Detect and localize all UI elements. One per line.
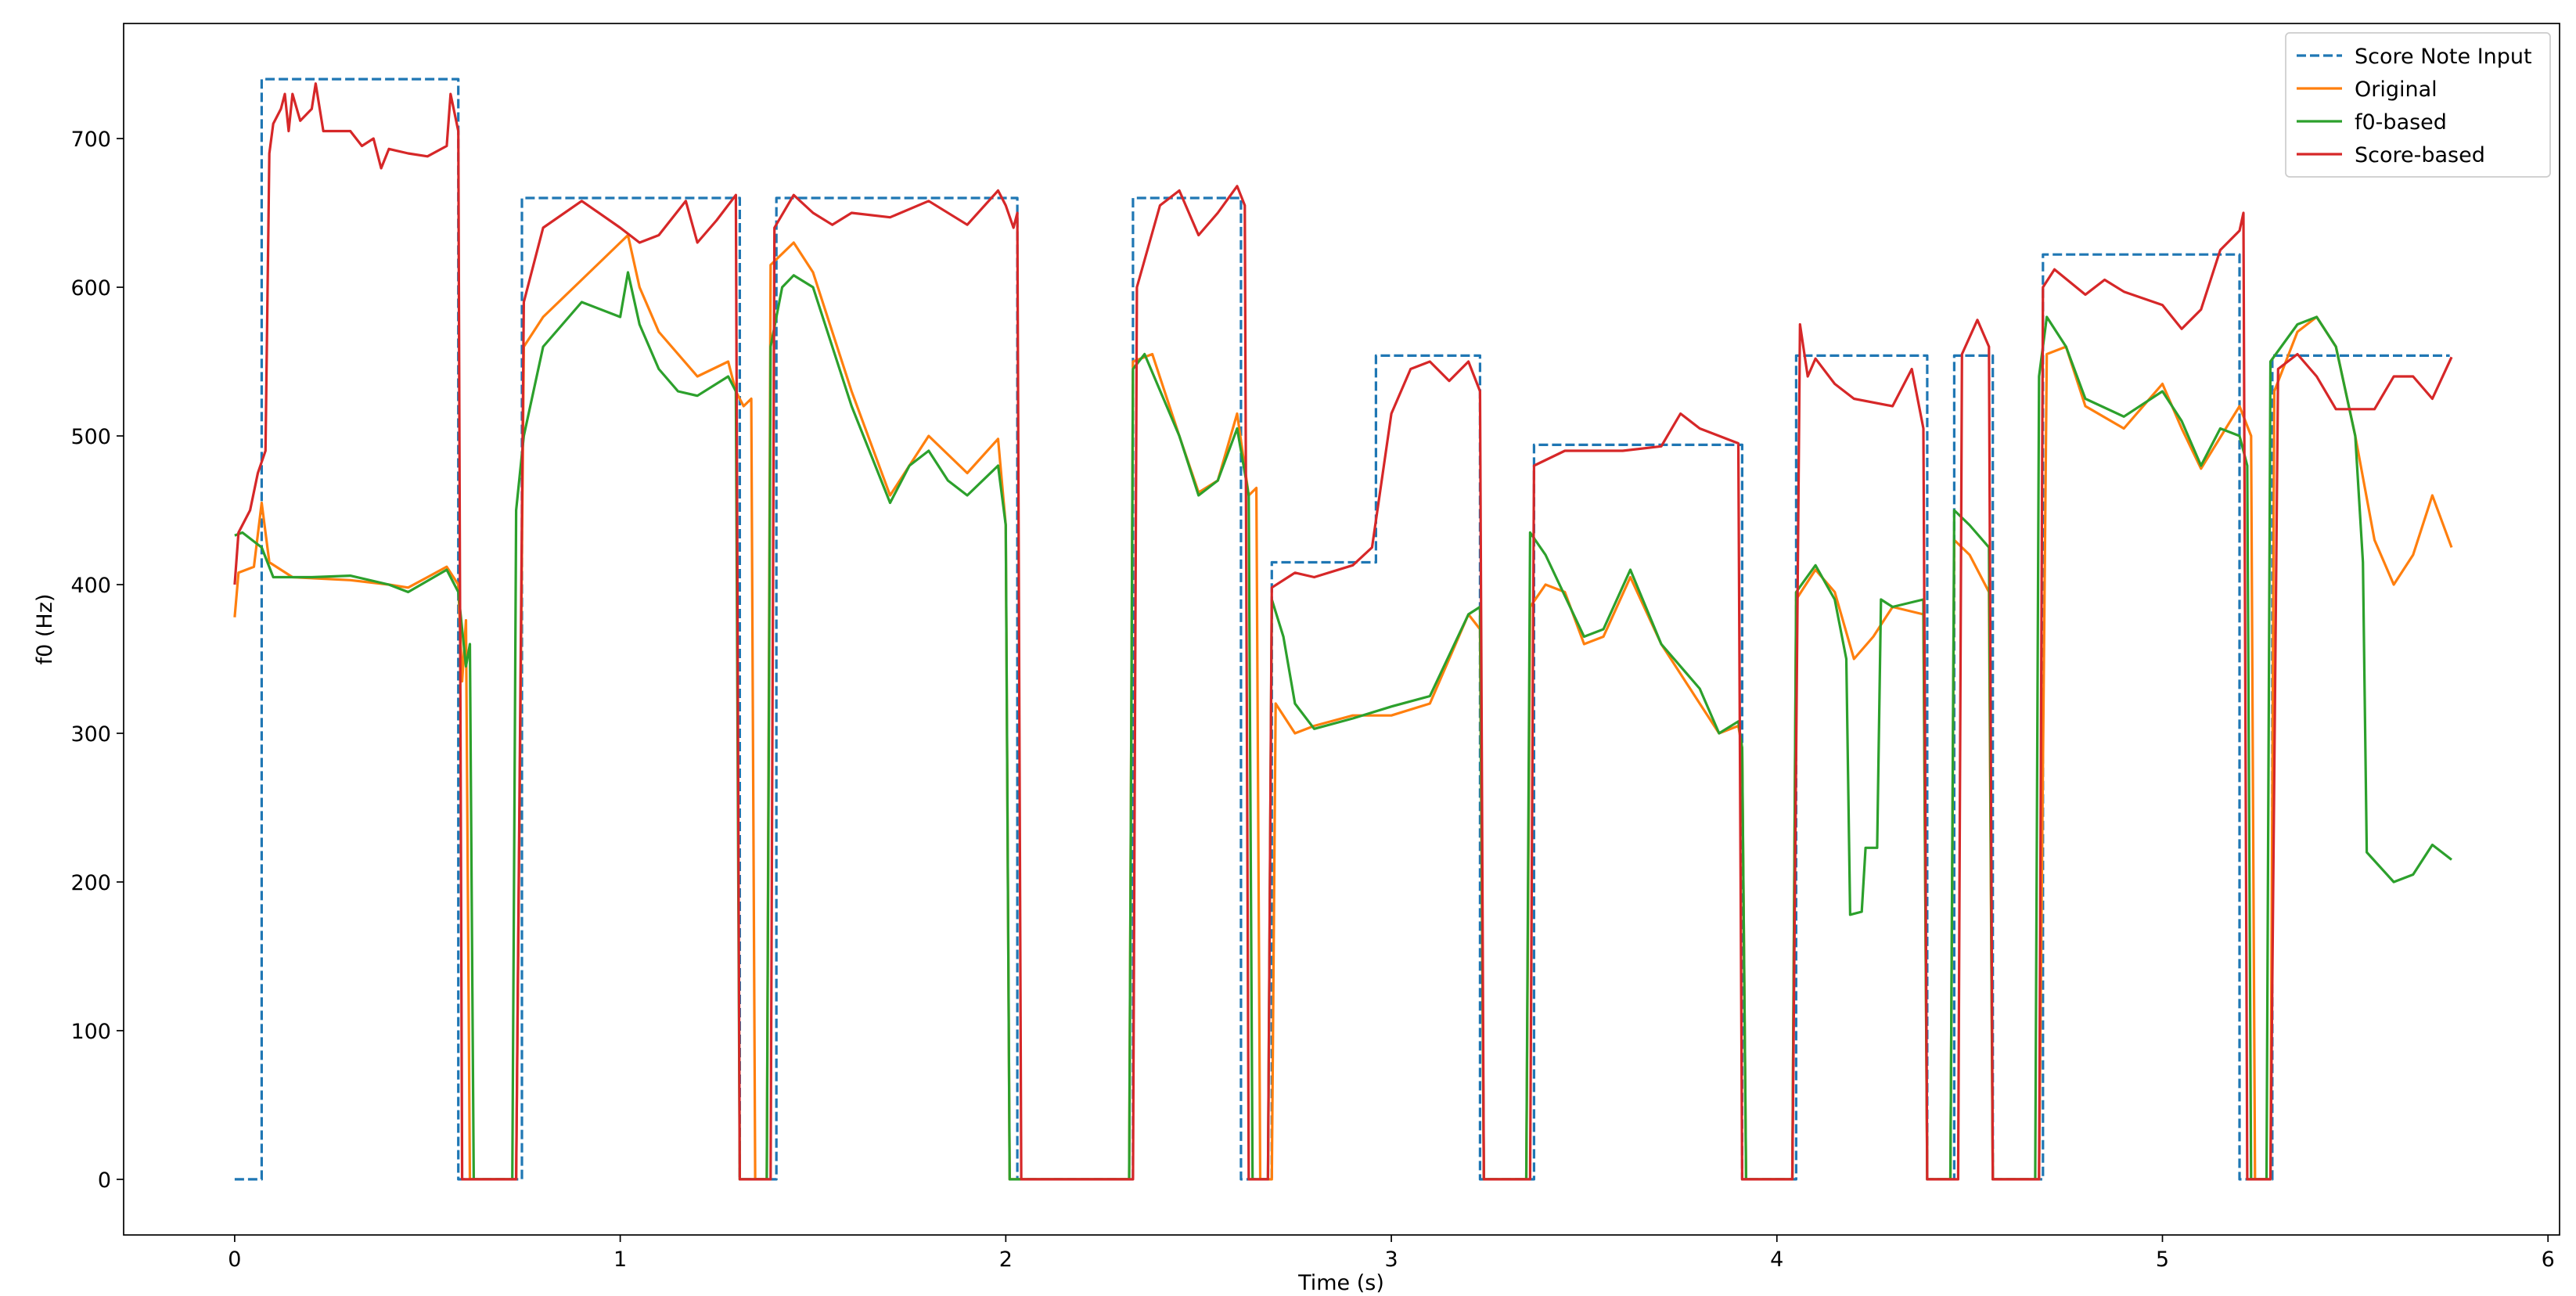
y-tick-label: 200 (70, 871, 111, 895)
series-line (233, 233, 2453, 1181)
series-line (233, 82, 2453, 1181)
y-tick-label: 600 (70, 276, 111, 301)
legend: Score Note Input Original f0-based Score-ba… (2285, 32, 2551, 178)
x-tick-label: 2 (999, 1247, 1013, 1272)
y-tick-label: 100 (70, 1020, 111, 1044)
plot-frame (123, 23, 2560, 1236)
plot-area (233, 77, 2453, 1181)
x-tick-label: 1 (613, 1247, 627, 1272)
y-axis-label: f0 (Hz) (33, 594, 57, 665)
x-tick-label: 4 (1770, 1247, 1783, 1272)
x-tick-label: 3 (1384, 1247, 1398, 1272)
y-tick-label: 400 (70, 574, 111, 598)
y-tick-label: 700 (70, 128, 111, 152)
series-line (234, 271, 2452, 1181)
x-tick-label: 0 (228, 1247, 241, 1272)
x-tick-label: 5 (2156, 1247, 2169, 1272)
legend-label: Original (2355, 77, 2437, 102)
y-tick-label: 500 (70, 425, 111, 449)
legend-box (2285, 32, 2551, 178)
x-axis-label: Time (s) (1297, 1271, 1384, 1295)
legend-label: f0-based (2355, 110, 2447, 135)
legend-label: Score Note Input (2355, 45, 2532, 69)
y-tick-label: 0 (98, 1168, 111, 1193)
x-tick-label: 6 (2542, 1247, 2555, 1272)
y-tick-label: 300 (70, 722, 111, 747)
legend-label: Score-based (2355, 143, 2485, 167)
